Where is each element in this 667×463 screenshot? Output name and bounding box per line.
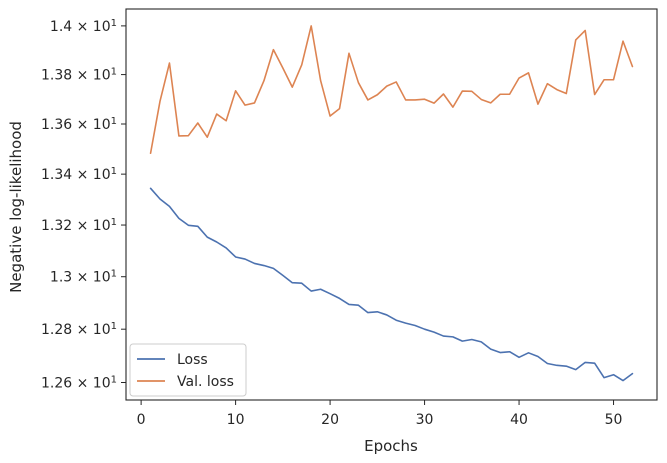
plot-frame — [125, 8, 658, 401]
x-axis-label: Epochs — [364, 437, 418, 455]
legend-box — [129, 343, 247, 397]
legend-label-loss: Loss — [177, 352, 208, 368]
y-axis-label: Negative log-likelihood — [7, 121, 25, 293]
series-line-val-loss — [149, 25, 634, 155]
x-tick-label: 50 — [605, 412, 623, 428]
y-tick-label: 1.36 × 101 — [41, 115, 117, 133]
y-tick-label: 1.4 × 101 — [50, 17, 117, 34]
plot-background — [126, 9, 657, 400]
y-tick-label: 1.28 × 101 — [41, 321, 117, 339]
x-tick-label: 0 — [137, 412, 146, 428]
legend: Loss Val. loss — [129, 343, 247, 397]
y-axis-ticks: 1.26 × 101 1.28 × 101 1.3 × 101 1.32 × 101 1… — [41, 17, 126, 391]
legend-label-val-loss: Val. loss — [177, 374, 234, 390]
x-tick-label: 30 — [416, 412, 434, 428]
x-tick-label: 40 — [510, 412, 528, 428]
y-tick-label: 1.32 × 101 — [41, 217, 117, 235]
y-tick-label: 1.26 × 101 — [41, 374, 117, 392]
x-tick-label: 20 — [321, 412, 339, 428]
x-tick-label: 10 — [227, 412, 245, 428]
series-line-loss — [149, 187, 634, 382]
y-tick-label: 1.38 × 101 — [41, 66, 117, 84]
x-axis-ticks: 0 10 20 30 40 50 — [137, 400, 623, 428]
y-tick-label: 1.3 × 101 — [50, 268, 117, 286]
series-layer — [149, 25, 634, 382]
y-tick-label: 1.34 × 101 — [41, 166, 117, 184]
